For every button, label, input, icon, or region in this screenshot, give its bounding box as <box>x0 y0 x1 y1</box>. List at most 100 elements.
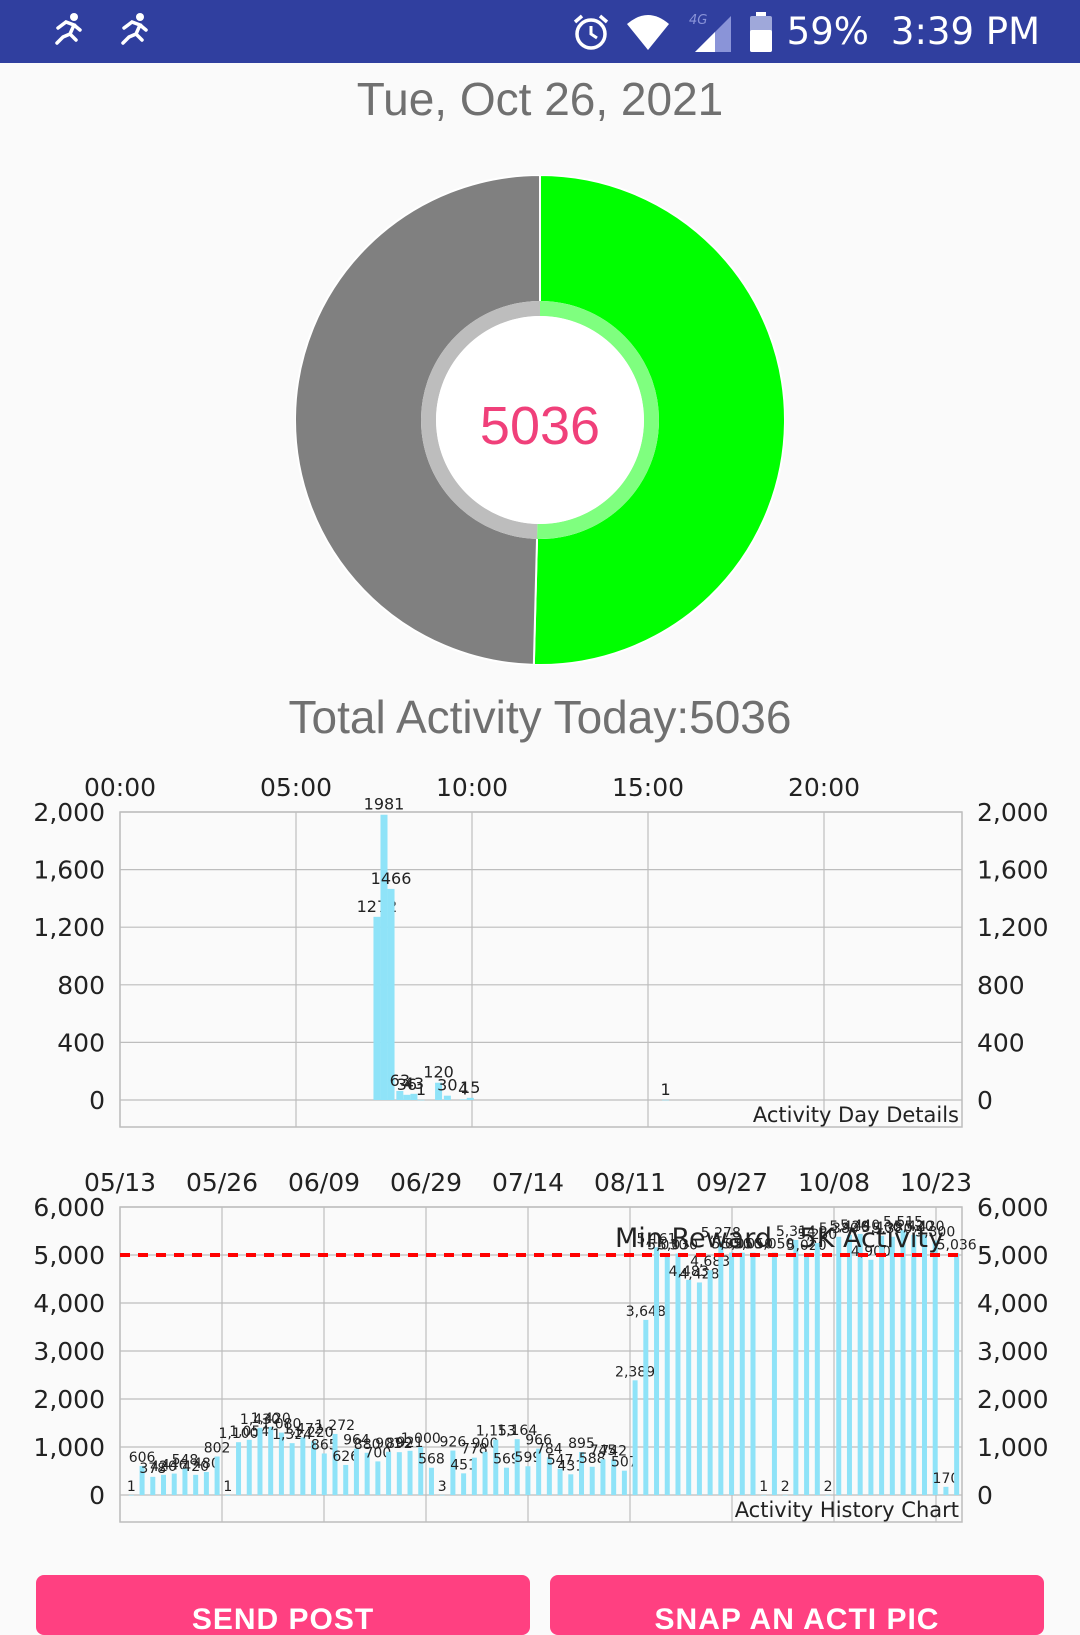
donut-inner-done-ring <box>537 301 659 539</box>
y-tick-label-left: 3,000 <box>33 1337 105 1366</box>
x-tick-label: 10:00 <box>436 773 508 802</box>
day-bar-label: 120 <box>423 1063 454 1082</box>
chart-description: Activity History Chart <box>735 1498 959 1522</box>
history-bar <box>632 1380 638 1495</box>
y-tick-label-right: 0 <box>977 1086 993 1115</box>
x-tick-label: 06/29 <box>390 1168 462 1197</box>
history-bar <box>471 1457 477 1495</box>
history-bar-label: 901 <box>375 1436 402 1452</box>
history-bar <box>536 1448 542 1495</box>
y-tick-label-right: 1,200 <box>977 913 1049 942</box>
history-bar <box>782 1494 788 1496</box>
history-bar-label: 1,164 <box>497 1423 537 1439</box>
y-tick-label-left: 1,600 <box>33 856 105 885</box>
history-bar <box>836 1236 842 1495</box>
history-bar-label: 588 <box>579 1451 606 1467</box>
day-bar <box>417 1099 425 1101</box>
history-bar <box>943 1486 949 1495</box>
snap-picture-button[interactable]: SNAP AN ACTI PIC <box>550 1575 1044 1635</box>
limit-line-label: 5K Activity <box>800 1223 944 1254</box>
history-bar-label: 5,050 <box>712 1237 752 1253</box>
history-bar <box>332 1433 338 1495</box>
history-bar <box>643 1319 649 1495</box>
history-bar <box>900 1230 906 1495</box>
history-bar-label: 547 <box>547 1453 574 1469</box>
history-bar-label: 926 <box>440 1435 467 1451</box>
history-bar-label: 1,220 <box>294 1425 334 1441</box>
y-tick-label-right: 1,000 <box>977 1433 1049 1462</box>
day-bar-label: 1 <box>661 1080 671 1099</box>
history-chart: 6,000 6,000 5,000 5,000 4,000 4,000 3,000 3,000… <box>0 1155 1080 1530</box>
alarm-icon <box>573 14 608 50</box>
history-bar <box>696 1282 702 1495</box>
history-bar-label: 5,420 <box>829 1219 869 1235</box>
day-bar <box>410 1093 418 1100</box>
history-bar <box>203 1471 209 1495</box>
day-bar <box>435 1082 443 1100</box>
y-tick-label-right: 800 <box>977 971 1025 1000</box>
day-bar <box>443 1095 451 1100</box>
history-bar <box>257 1427 263 1495</box>
history-bar-label: 966 <box>525 1433 552 1449</box>
history-bar <box>128 1494 134 1496</box>
day-bar-label: 30 <box>437 1076 457 1095</box>
history-bar-label: 5,050 <box>722 1237 762 1253</box>
history-bar <box>182 1468 188 1495</box>
history-bar-label: 1,100 <box>218 1426 258 1442</box>
send-post-button[interactable]: SEND POST <box>36 1575 530 1635</box>
y-tick-label-left: 6,000 <box>33 1193 105 1222</box>
day-bar-label: 36 <box>397 1075 417 1094</box>
progress-donut <box>294 173 786 666</box>
history-bar <box>911 1234 917 1495</box>
battery-icon <box>749 11 772 52</box>
history-bar <box>589 1466 595 1495</box>
history-bar-label: 895 <box>568 1436 595 1452</box>
history-bar-label: 5,400 <box>862 1220 902 1236</box>
history-bar-label: 921 <box>397 1435 424 1451</box>
history-bar <box>461 1473 467 1495</box>
history-bar <box>729 1252 735 1495</box>
history-bar-label: 5,420 <box>904 1219 944 1235</box>
history-bar <box>579 1452 585 1495</box>
history-bar <box>407 1450 413 1495</box>
x-tick-label: 05/26 <box>186 1168 258 1197</box>
donut-hole <box>436 316 644 524</box>
history-bar <box>675 1253 681 1495</box>
y-tick-label-left: 4,000 <box>33 1289 105 1318</box>
day-bar <box>380 814 388 1100</box>
history-bar <box>268 1426 274 1495</box>
history-bar <box>246 1439 252 1495</box>
y-tick-label-right: 2,000 <box>977 798 1049 827</box>
history-bar-label: 626 <box>332 1449 359 1465</box>
history-bar-label: 5,278 <box>701 1226 741 1242</box>
total-activity-label: Total Activity Today:5036 <box>288 691 792 743</box>
history-bar <box>707 1270 713 1495</box>
history-bar <box>600 1459 606 1495</box>
history-bar <box>868 1259 874 1495</box>
history-bar <box>364 1452 370 1495</box>
history-bar <box>954 1253 960 1495</box>
history-bar-label: 880 <box>354 1437 381 1453</box>
day-bar <box>403 1094 411 1100</box>
history-bar-label: 745 <box>590 1443 617 1459</box>
x-tick-label: 05/13 <box>84 1168 156 1197</box>
chart-frame <box>119 811 963 1128</box>
history-bar <box>514 1439 520 1495</box>
history-bar-label: 420 <box>150 1459 177 1475</box>
history-bar <box>214 1456 220 1495</box>
history-bar-label: 1,272 <box>315 1418 355 1434</box>
history-bar-label: 1 <box>223 1479 232 1495</box>
history-bar-label: 1,420 <box>251 1411 291 1427</box>
history-bar-label: 1,430 <box>240 1412 280 1428</box>
history-bar-label: 5,420 <box>894 1219 934 1235</box>
signal-icon: 4G <box>689 13 731 52</box>
history-bar-label: 5,440 <box>840 1218 880 1234</box>
wifi-icon <box>626 14 669 50</box>
history-bar-label: 865 <box>311 1437 338 1453</box>
history-bar <box>418 1447 424 1495</box>
chart-description: Activity Day Details <box>753 1103 959 1127</box>
y-tick-label-right: 400 <box>977 1028 1025 1057</box>
history-bar <box>428 1467 434 1495</box>
history-bar <box>654 1247 660 1495</box>
history-bar-label: 5,036 <box>937 1237 977 1253</box>
